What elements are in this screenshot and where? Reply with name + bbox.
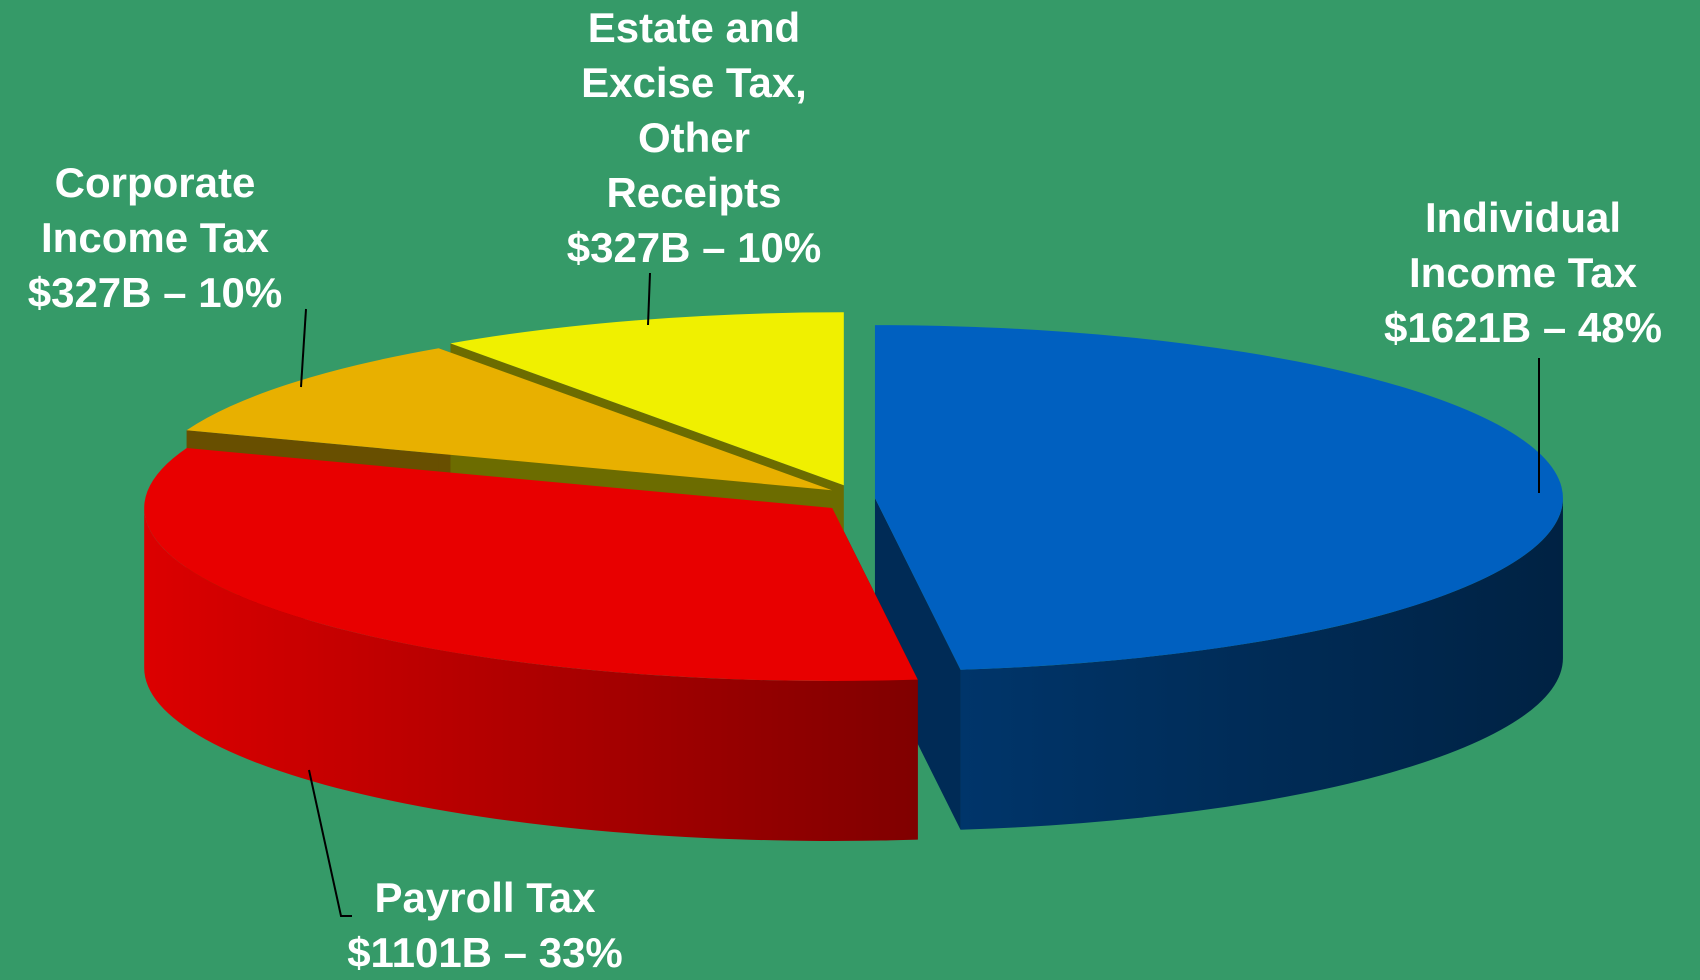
leader-line bbox=[647, 272, 651, 326]
category-label: Estate and Excise Tax, Other Receipts bbox=[581, 4, 807, 216]
pie-slice bbox=[874, 325, 1563, 670]
value-label: $1621B – 48% bbox=[1384, 304, 1662, 351]
category-label: Corporate Income Tax bbox=[41, 159, 269, 261]
slice-cut-wall bbox=[874, 498, 961, 830]
value-label: $1101B – 33% bbox=[347, 929, 623, 976]
slice-side bbox=[960, 498, 1563, 830]
pie-slice bbox=[144, 448, 918, 681]
slice-side bbox=[144, 507, 918, 841]
slice-label: Individual Income Tax $1621B – 48% bbox=[1373, 190, 1673, 355]
value-label: $327B – 10% bbox=[566, 224, 822, 271]
leader-line bbox=[308, 769, 352, 917]
slice-label: Estate and Excise Tax, Other Receipts $3… bbox=[549, 0, 839, 275]
leader-line bbox=[300, 308, 307, 388]
pie-slice bbox=[450, 312, 844, 486]
category-label: Individual Income Tax bbox=[1409, 194, 1637, 296]
slice-label: Corporate Income Tax $327B – 10% bbox=[15, 155, 295, 320]
slice-label: Payroll Tax $1101B – 33% bbox=[275, 870, 695, 980]
value-label: $327B – 10% bbox=[27, 269, 283, 316]
category-label: Payroll Tax bbox=[374, 874, 596, 921]
pie-slice bbox=[186, 348, 833, 491]
